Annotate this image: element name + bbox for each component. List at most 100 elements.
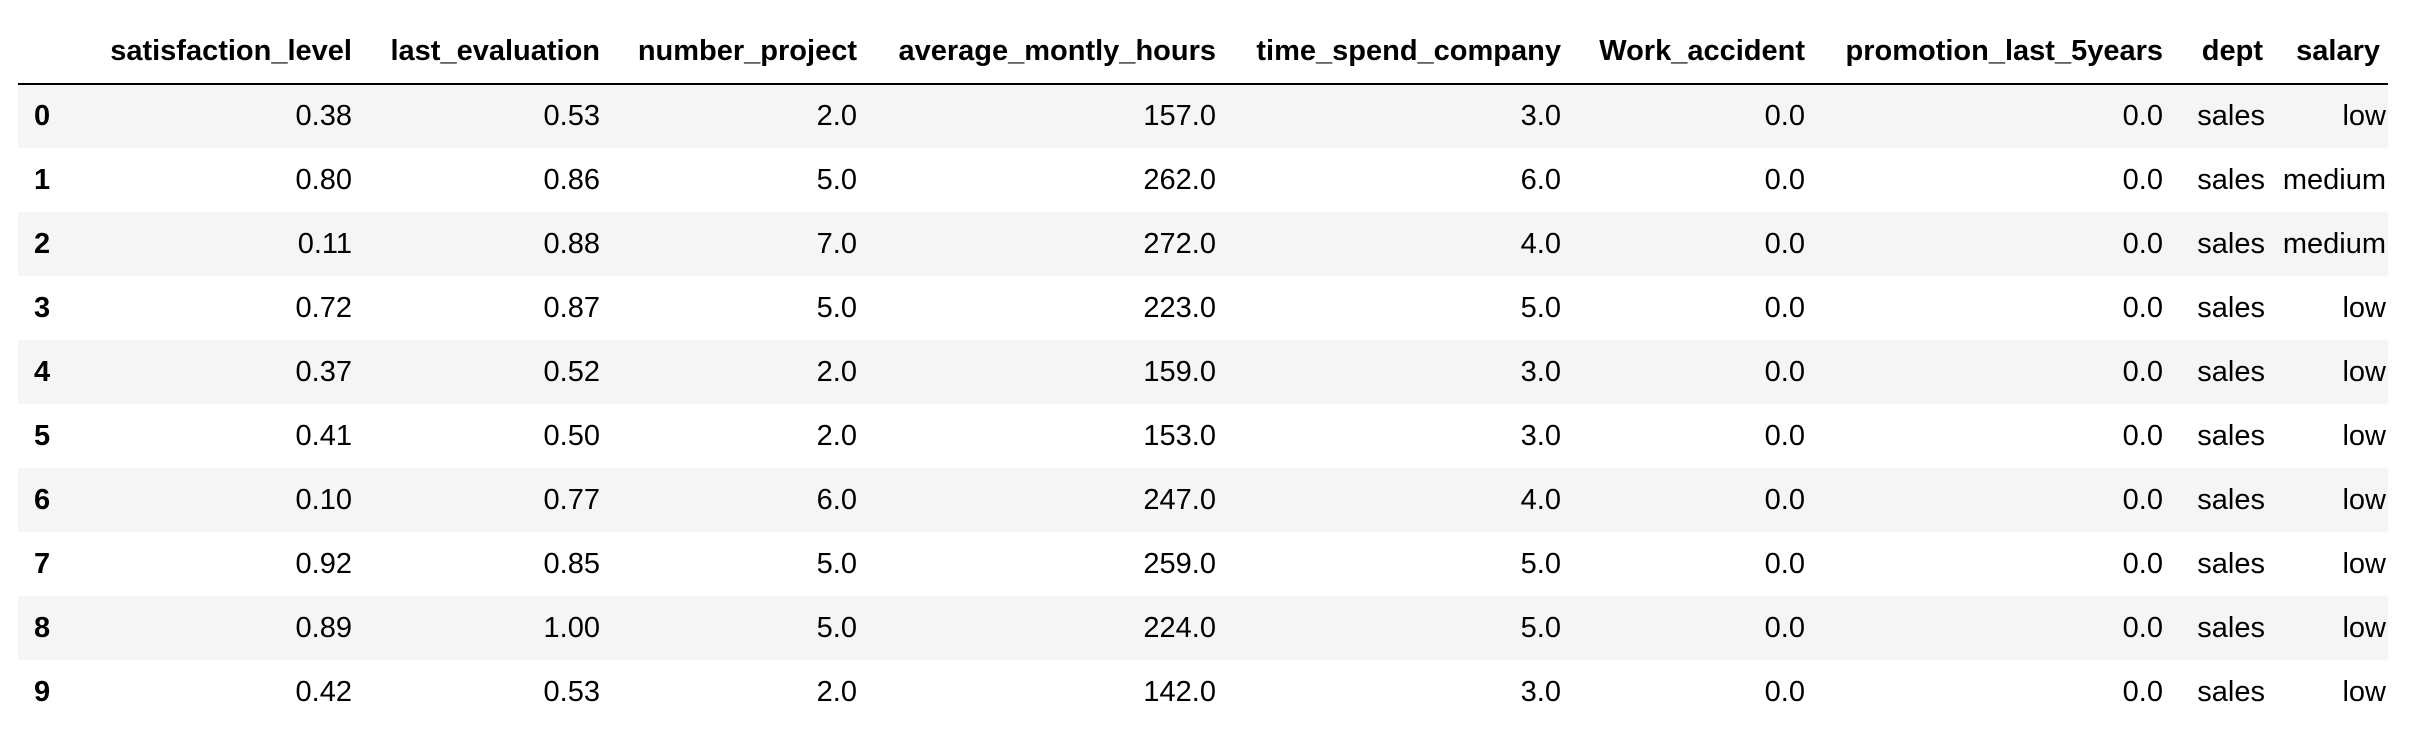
time-spend-company-cell: 3.0: [1520, 355, 1561, 388]
row-index-cell: 2: [34, 227, 51, 260]
salary-cell: low: [2342, 419, 2386, 452]
table-row: 5 0.41 0.50 2.0 153.0 3.0 0.0 0.0 sales …: [18, 404, 2388, 468]
average-montly-hours-cell: 159.0: [1143, 355, 1216, 388]
salary-cell: low: [2342, 675, 2386, 708]
table-row: 1 0.80 0.86 5.0 262.0 6.0 0.0 0.0 sales …: [18, 148, 2388, 212]
last-evaluation-cell: 0.88: [543, 227, 600, 260]
last-evaluation-cell: 0.77: [543, 483, 600, 516]
satisfaction-level-cell: 0.80: [295, 163, 352, 196]
dept-cell: sales: [2197, 611, 2265, 644]
column-header-time-spend-company: time_spend_company: [1224, 19, 1569, 85]
number-project-cell: 5.0: [816, 163, 857, 196]
average-montly-hours-cell: 153.0: [1143, 419, 1216, 452]
work-accident-cell: 0.0: [1764, 291, 1805, 324]
work-accident-cell: 0.0: [1764, 355, 1805, 388]
salary-cell: low: [2342, 100, 2386, 132]
row-index-cell: 5: [34, 419, 51, 452]
promotion-last-5years-cell: 0.0: [2122, 163, 2163, 196]
last-evaluation-cell: 0.85: [543, 547, 600, 580]
promotion-last-5years-cell: 0.0: [2122, 419, 2163, 452]
average-montly-hours-cell: 224.0: [1143, 611, 1216, 644]
table-row: 9 0.42 0.53 2.0 142.0 3.0 0.0 0.0 sales …: [18, 660, 2388, 724]
time-spend-company-cell: 5.0: [1520, 547, 1561, 580]
dept-cell: sales: [2197, 227, 2265, 260]
row-index-cell: 9: [34, 675, 51, 708]
dept-cell: sales: [2197, 675, 2265, 708]
dept-cell: sales: [2197, 291, 2265, 324]
number-project-cell: 6.0: [816, 483, 857, 516]
promotion-last-5years-cell: 0.0: [2122, 227, 2163, 260]
promotion-last-5years-cell: 0.0: [2122, 675, 2163, 708]
salary-cell: low: [2342, 355, 2386, 388]
average-montly-hours-cell: 157.0: [1143, 100, 1216, 132]
row-index-cell: 8: [34, 611, 51, 644]
promotion-last-5years-cell: 0.0: [2122, 547, 2163, 580]
column-header-number-project: number_project: [608, 19, 865, 85]
time-spend-company-cell: 3.0: [1520, 675, 1561, 708]
satisfaction-level-cell: 0.38: [295, 100, 352, 132]
work-accident-cell: 0.0: [1764, 675, 1805, 708]
number-project-cell: 5.0: [816, 611, 857, 644]
column-header-promotion-last-5years: promotion_last_5years: [1813, 19, 2171, 85]
average-montly-hours-cell: 223.0: [1143, 291, 1216, 324]
work-accident-cell: 0.0: [1764, 611, 1805, 644]
last-evaluation-cell: 0.52: [543, 355, 600, 388]
number-project-cell: 7.0: [816, 227, 857, 260]
promotion-last-5years-cell: 0.0: [2122, 483, 2163, 516]
table-row: 2 0.11 0.88 7.0 272.0 4.0 0.0 0.0 sales …: [18, 212, 2388, 276]
promotion-last-5years-cell: 0.0: [2122, 355, 2163, 388]
row-index-cell: 3: [34, 291, 51, 324]
promotion-last-5years-cell: 0.0: [2122, 291, 2163, 324]
work-accident-cell: 0.0: [1764, 547, 1805, 580]
dataframe-table: satisfaction_level last_evaluation numbe…: [18, 19, 2388, 724]
column-header-salary: salary: [2271, 19, 2388, 85]
dept-cell: sales: [2197, 163, 2265, 196]
salary-cell: low: [2342, 611, 2386, 644]
dept-cell: sales: [2197, 483, 2265, 516]
time-spend-company-cell: 3.0: [1520, 419, 1561, 452]
satisfaction-level-cell: 0.92: [295, 547, 352, 580]
dept-cell: sales: [2197, 355, 2265, 388]
number-project-cell: 2.0: [816, 675, 857, 708]
satisfaction-level-cell: 0.41: [295, 419, 352, 452]
header-row: satisfaction_level last_evaluation numbe…: [18, 19, 2388, 85]
row-index-cell: 4: [34, 355, 51, 388]
time-spend-company-cell: 4.0: [1520, 227, 1561, 260]
salary-cell: low: [2342, 547, 2386, 580]
time-spend-company-cell: 5.0: [1520, 611, 1561, 644]
column-header-last-evaluation: last_evaluation: [360, 19, 608, 85]
column-header-dept: dept: [2171, 19, 2271, 85]
column-header-average-montly-hours: average_montly_hours: [865, 19, 1224, 85]
row-index-cell: 7: [34, 547, 51, 580]
work-accident-cell: 0.0: [1764, 419, 1805, 452]
number-project-cell: 5.0: [816, 547, 857, 580]
last-evaluation-cell: 0.53: [543, 675, 600, 708]
average-montly-hours-cell: 262.0: [1143, 163, 1216, 196]
time-spend-company-cell: 4.0: [1520, 483, 1561, 516]
work-accident-cell: 0.0: [1764, 100, 1805, 132]
satisfaction-level-cell: 0.72: [295, 291, 352, 324]
column-header-satisfaction-level: satisfaction_level: [70, 19, 360, 85]
satisfaction-level-cell: 0.10: [295, 483, 352, 516]
satisfaction-level-cell: 0.89: [295, 611, 352, 644]
last-evaluation-cell: 0.87: [543, 291, 600, 324]
dept-cell: sales: [2197, 419, 2265, 452]
last-evaluation-cell: 0.50: [543, 419, 600, 452]
average-montly-hours-cell: 142.0: [1143, 675, 1216, 708]
row-index-cell: 0: [34, 100, 51, 132]
row-index-cell: 1: [34, 163, 51, 196]
dept-cell: sales: [2197, 100, 2265, 132]
work-accident-cell: 0.0: [1764, 163, 1805, 196]
work-accident-cell: 0.0: [1764, 483, 1805, 516]
row-index-cell: 6: [34, 483, 51, 516]
salary-cell: low: [2342, 483, 2386, 516]
time-spend-company-cell: 6.0: [1520, 163, 1561, 196]
table-row: 7 0.92 0.85 5.0 259.0 5.0 0.0 0.0 sales …: [18, 532, 2388, 596]
promotion-last-5years-cell: 0.0: [2122, 100, 2163, 132]
work-accident-cell: 0.0: [1764, 227, 1805, 260]
average-montly-hours-cell: 247.0: [1143, 483, 1216, 516]
table-row: 4 0.37 0.52 2.0 159.0 3.0 0.0 0.0 sales …: [18, 340, 2388, 404]
satisfaction-level-cell: 0.11: [297, 227, 352, 260]
salary-cell: medium: [2282, 227, 2386, 260]
